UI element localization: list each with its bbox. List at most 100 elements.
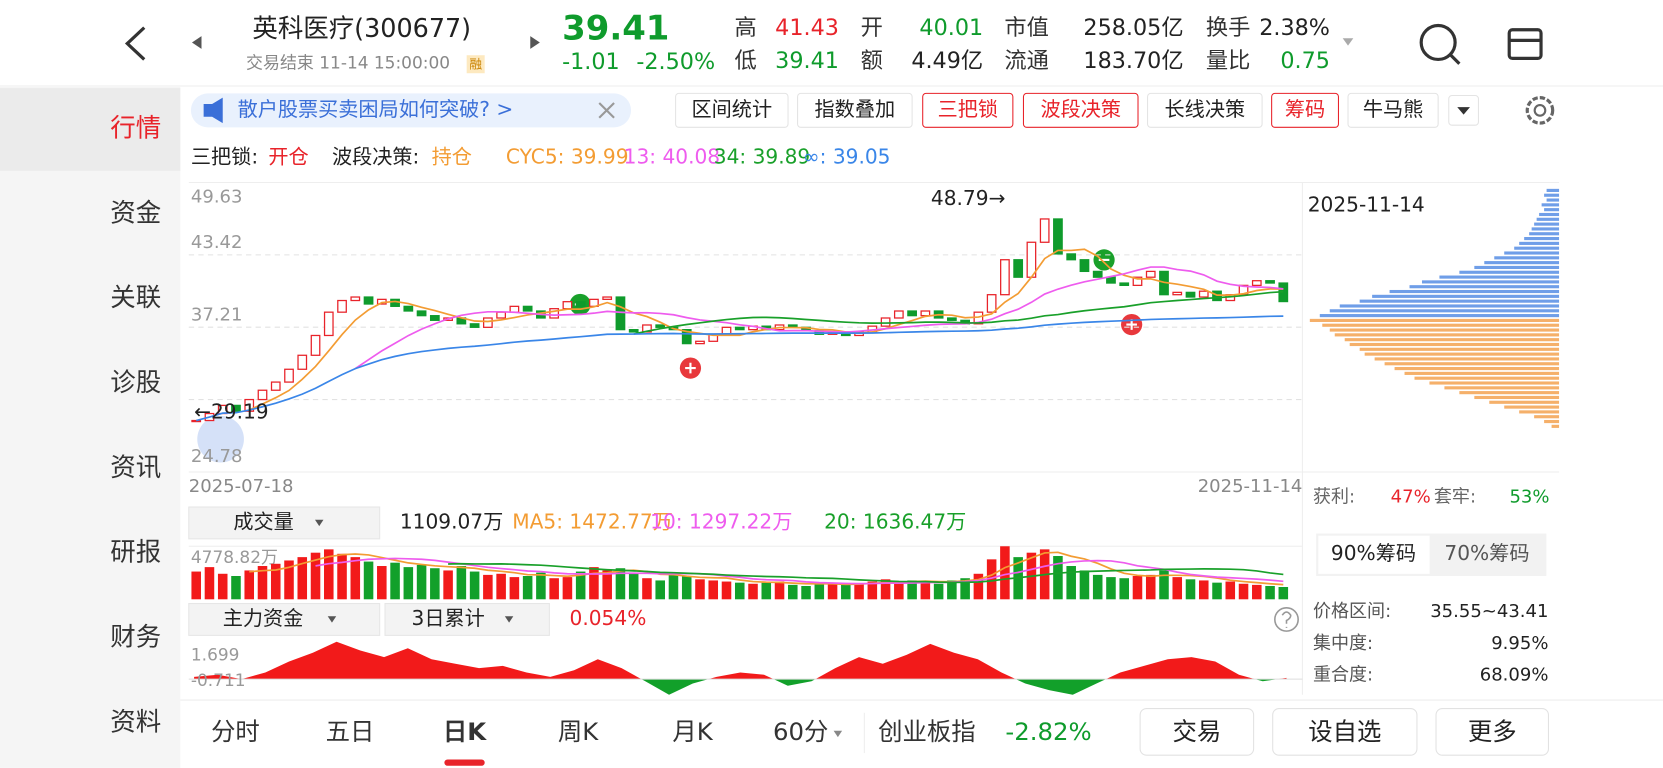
x-tick-label: 2025-07-18: [189, 476, 294, 497]
chip-bar: [1421, 280, 1560, 284]
stat-value: 258.05亿: [1083, 15, 1183, 41]
chip-bar: [1309, 318, 1560, 322]
chip-bar: [1329, 328, 1560, 332]
chip-bar: [1372, 294, 1560, 298]
candle: [257, 389, 268, 401]
candle: [1053, 218, 1063, 255]
back-button[interactable]: [124, 26, 146, 61]
settings-icon[interactable]: [1525, 96, 1555, 125]
action-button[interactable]: [1139, 708, 1255, 756]
help-icon[interactable]: [1274, 606, 1299, 632]
chip-bar: [1459, 270, 1560, 274]
volume-bar: [761, 582, 772, 600]
chip-tab[interactable]: 70%筹码: [1444, 541, 1529, 565]
candle: [323, 311, 334, 337]
sidebar-item[interactable]: 财务: [110, 623, 161, 653]
prev-stock[interactable]: [191, 36, 202, 49]
expand-stats[interactable]: [1342, 38, 1354, 46]
badge: 融: [469, 56, 482, 71]
chip-bar: [1459, 391, 1560, 395]
toolbar-button-label: 三把锁: [938, 97, 998, 121]
chip-bar: [1524, 237, 1560, 241]
volume-bar: [297, 557, 308, 600]
candle: [1106, 276, 1116, 284]
toolbar-button[interactable]: [797, 92, 913, 128]
sidebar-item[interactable]: 行情: [110, 113, 161, 143]
chip-tab[interactable]: 90%筹码: [1331, 541, 1416, 565]
ma-legend: ∞: 39.05: [803, 145, 891, 169]
volume-bar: [933, 583, 944, 600]
banner-close[interactable]: [598, 102, 615, 119]
candle: [284, 368, 294, 383]
action-button[interactable]: [1272, 708, 1418, 756]
chip-date: 2025-11-14: [1308, 192, 1425, 216]
volume-ma-legend: MA5: 1472.77万: [512, 509, 673, 533]
sidebar: [0, 87, 181, 768]
volume-bar: [204, 567, 215, 600]
sidebar-item[interactable]: 资讯: [110, 453, 161, 483]
candle: [1066, 253, 1077, 261]
chip-tab-active[interactable]: [1318, 535, 1430, 574]
candle: [363, 296, 374, 305]
period-tab[interactable]: 五日: [326, 717, 375, 746]
y-tick-label: 43.42: [191, 232, 243, 253]
y-tick-label: -0.711: [191, 670, 246, 690]
period-tab[interactable]: 周K: [558, 717, 599, 746]
sidebar-item[interactable]: 诊股: [110, 368, 161, 398]
sidebar-item[interactable]: 资金: [110, 198, 161, 228]
ma-line: [354, 266, 1284, 370]
tab-underline: [444, 759, 485, 766]
banner-text[interactable]: 散户股票买卖困局如何突破? >: [238, 97, 514, 121]
high-annotation: 48.79→: [931, 186, 1006, 210]
fund-area-negative: [641, 679, 1278, 695]
chip-bar: [1504, 405, 1560, 409]
period-tab[interactable]: 60分: [773, 717, 828, 746]
stat-label: 流通: [1004, 48, 1049, 74]
volume-bar: [748, 583, 758, 600]
share-icon[interactable]: [1507, 28, 1543, 60]
chip-bar: [1531, 227, 1560, 231]
toolbar-button[interactable]: [675, 92, 789, 128]
candle: [509, 305, 520, 313]
chip-bar: [1519, 241, 1560, 245]
stat-label: 开: [861, 15, 883, 41]
chip-stat-value: 35.55~43.41: [1430, 601, 1548, 622]
search-icon[interactable]: [1419, 23, 1461, 65]
volume-ma-line: [315, 557, 1284, 585]
stat-value: 4.49亿: [911, 48, 983, 74]
banner[interactable]: [190, 93, 632, 128]
toolbar-button[interactable]: [1347, 92, 1439, 128]
next-stock[interactable]: [530, 36, 540, 49]
volume-bar: [841, 584, 851, 600]
candle: [1251, 280, 1262, 287]
candle: [681, 329, 692, 345]
period-tab[interactable]: 日K: [443, 717, 487, 746]
sidebar-item[interactable]: 关联: [110, 283, 161, 313]
action-button[interactable]: [1435, 708, 1549, 756]
period-tab[interactable]: 分时: [211, 717, 260, 746]
sidebar-item[interactable]: 资料: [110, 707, 161, 737]
indicator-select[interactable]: [188, 506, 381, 540]
toolbar-button[interactable]: [1147, 92, 1263, 128]
stat-value: 2.38%: [1259, 15, 1330, 41]
volume-bar: [403, 567, 414, 600]
toolbar-button[interactable]: [1022, 92, 1139, 128]
toolbar-button[interactable]: [922, 92, 1014, 128]
candle: [1039, 218, 1050, 243]
candle: [628, 329, 639, 333]
volume-bar: [973, 573, 984, 600]
chip-bar: [1389, 289, 1560, 294]
sidebar-item[interactable]: 研报: [110, 538, 161, 568]
toolbar-button[interactable]: [1271, 92, 1339, 128]
period-tab[interactable]: 月K: [672, 717, 713, 746]
volume-bar: [1092, 574, 1103, 600]
volume-bar: [350, 557, 361, 600]
period-select[interactable]: [384, 603, 550, 636]
candle: [893, 310, 904, 319]
volume-ma-line: [448, 562, 1284, 584]
volume-bar: [708, 580, 719, 600]
chip-bar: [1539, 212, 1560, 217]
candle: [297, 354, 308, 370]
indicator-select[interactable]: [188, 603, 381, 636]
